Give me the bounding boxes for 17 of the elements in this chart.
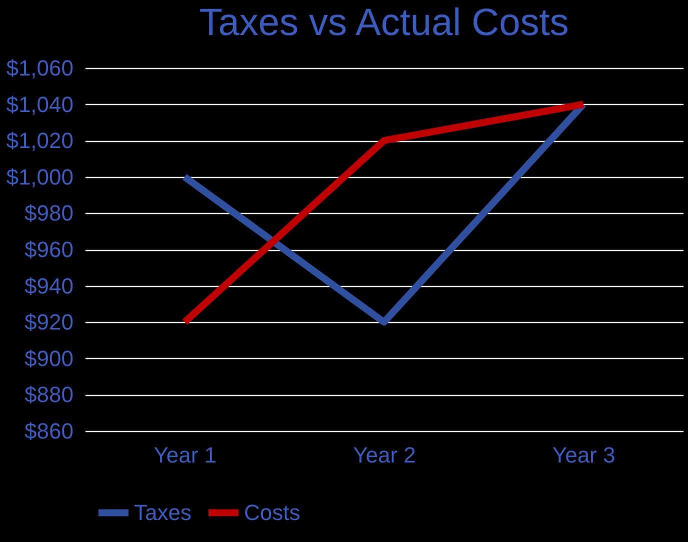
x-tick-label: Year 2 bbox=[353, 442, 416, 468]
y-tick-label: $980 bbox=[24, 200, 74, 226]
y-tick-label: $960 bbox=[24, 237, 74, 262]
y-tick-label: $920 bbox=[24, 310, 74, 335]
y-tick-label: $880 bbox=[24, 382, 74, 408]
y-tick-label: $1,000 bbox=[6, 164, 74, 190]
x-tick-label: Year 1 bbox=[154, 442, 217, 468]
y-tick-label: $1,040 bbox=[6, 92, 74, 117]
x-tick-label: Year 3 bbox=[552, 442, 616, 468]
y-tick-label: $940 bbox=[24, 273, 74, 298]
y-tick-label: $1,060 bbox=[6, 56, 74, 80]
chart-title: Taxes vs Actual Costs bbox=[199, 2, 569, 44]
legend-label: Taxes bbox=[134, 500, 192, 525]
y-tick-label: $1,020 bbox=[6, 128, 74, 154]
y-tick-label: $900 bbox=[24, 346, 74, 371]
y-tick-label: $860 bbox=[24, 418, 74, 444]
legend-label: Costs bbox=[244, 500, 300, 525]
